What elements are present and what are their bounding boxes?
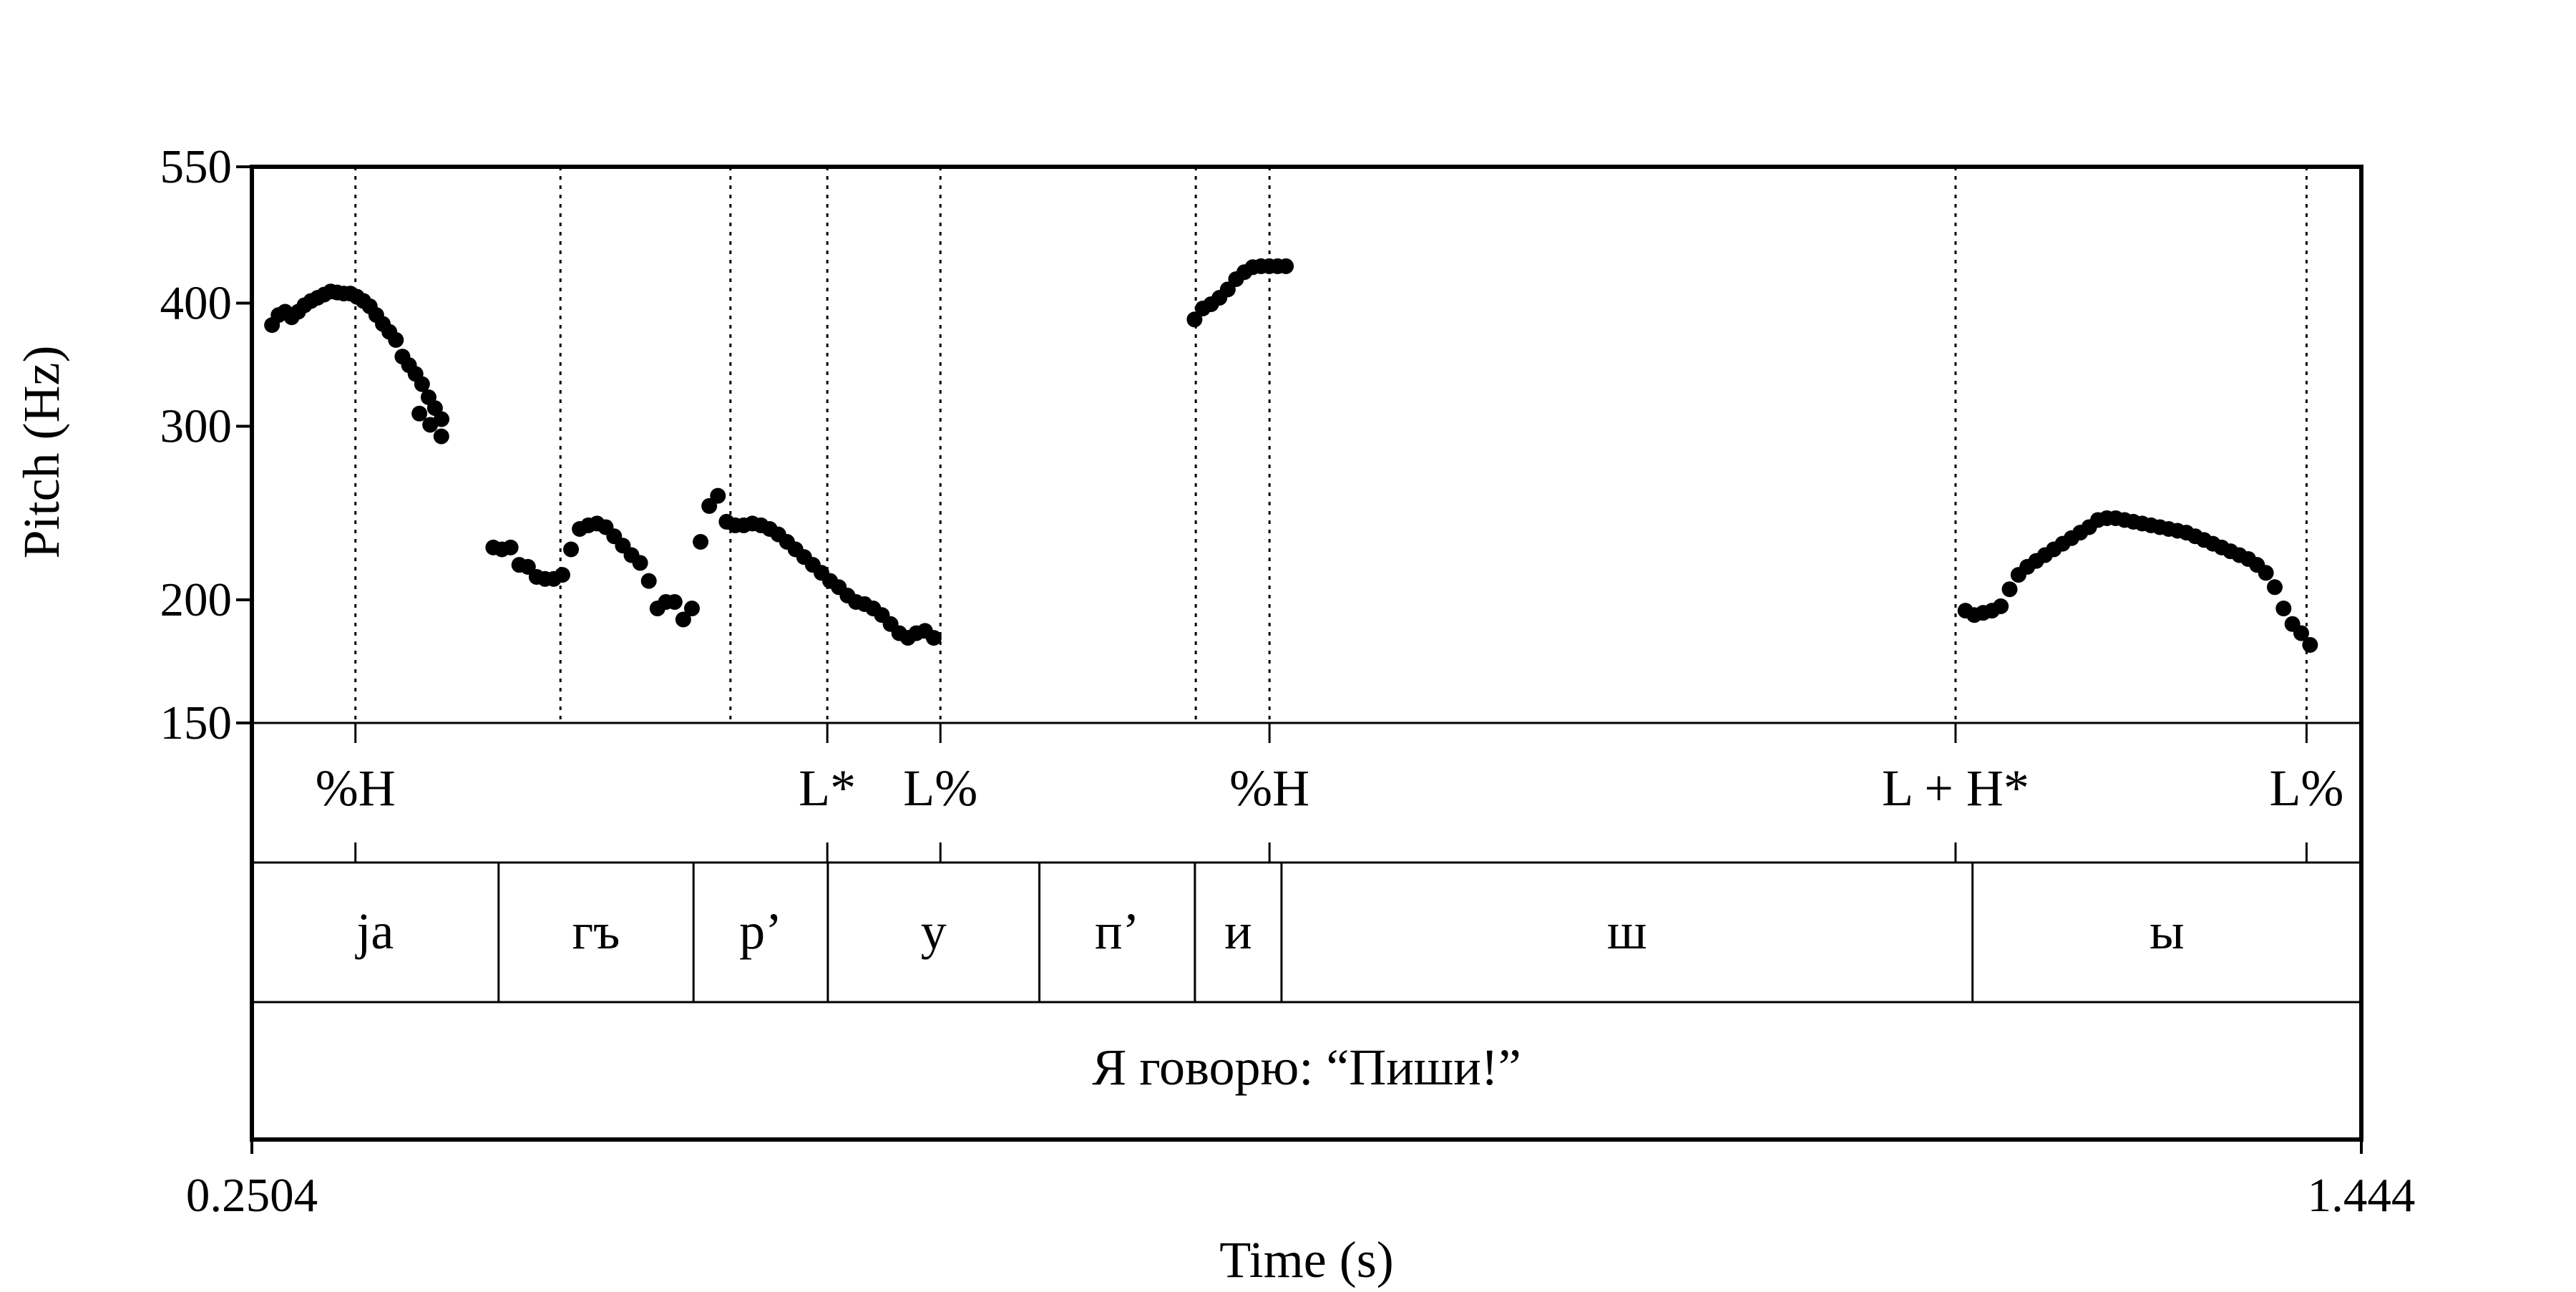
pitch-point	[2266, 579, 2283, 596]
pitch-point	[693, 533, 709, 550]
y-tick-label: 300	[160, 399, 233, 452]
y-axis: 150 200 300 400 550	[160, 140, 252, 749]
tone-tier: %H L* L% %H L + H* L%	[316, 723, 2343, 863]
segment-label: гъ	[572, 903, 620, 960]
segment-label: р’	[739, 903, 782, 960]
pitch-point	[2275, 601, 2292, 617]
segment-label: п’	[1095, 903, 1140, 960]
pitch-point	[502, 539, 519, 555]
pitch-point	[675, 611, 691, 628]
pitch-point	[1186, 311, 1203, 328]
y-tick-label: 550	[160, 140, 233, 193]
pitch-point	[1993, 598, 2009, 614]
y-tick-label: 150	[160, 696, 233, 749]
pitch-point	[422, 417, 439, 433]
segment-label: у	[921, 903, 947, 960]
pitch-point	[411, 405, 428, 422]
pitch-point	[388, 331, 404, 348]
pitch-point	[2258, 565, 2274, 581]
tone-label: L*	[799, 759, 856, 817]
pitch-point	[414, 376, 430, 392]
tone-label: %H	[316, 759, 396, 817]
pitch-point	[1278, 258, 1294, 274]
tone-label: L + H*	[1882, 759, 2029, 817]
pitch-point	[666, 593, 683, 610]
x-axis-label: Time (s)	[1219, 1231, 1393, 1288]
pitch-points	[264, 258, 2318, 653]
gridlines	[354, 167, 2308, 723]
pitch-point	[563, 541, 580, 558]
pitch-point	[2302, 636, 2318, 653]
pitch-point	[2293, 625, 2310, 641]
tone-label: %H	[1229, 759, 1309, 817]
segment-tier: ja гъ р’ у п’ и ш ы	[354, 863, 2185, 1002]
tone-label: L%	[903, 759, 977, 817]
pitch-point	[2001, 581, 2018, 598]
segment-label: и	[1224, 903, 1252, 960]
plot-frame	[250, 165, 2363, 1142]
x-tick-label-start: 0.2504	[186, 1169, 318, 1222]
pitch-point	[683, 601, 700, 617]
segment-label: ы	[2150, 903, 2184, 960]
x-tick-label-end: 1.444	[2308, 1169, 2416, 1222]
y-tick-label: 400	[160, 276, 233, 329]
pitch-point	[632, 555, 648, 571]
tier-lines	[252, 722, 2361, 1004]
pitch-point	[640, 573, 657, 589]
sentence-label: Я говорю: “Пиши!”	[1092, 1039, 1521, 1096]
y-axis-label: Pitch (Hz)	[13, 346, 70, 559]
pitch-point	[554, 567, 570, 583]
pitch-point	[710, 487, 726, 504]
tone-label: L%	[2269, 759, 2343, 817]
segment-label: ja	[354, 903, 394, 960]
segment-label: ш	[1607, 903, 1646, 960]
pitch-point	[433, 428, 449, 445]
frame	[250, 165, 2363, 1154]
pitch-point	[925, 630, 942, 646]
y-tick-label: 200	[160, 573, 233, 626]
